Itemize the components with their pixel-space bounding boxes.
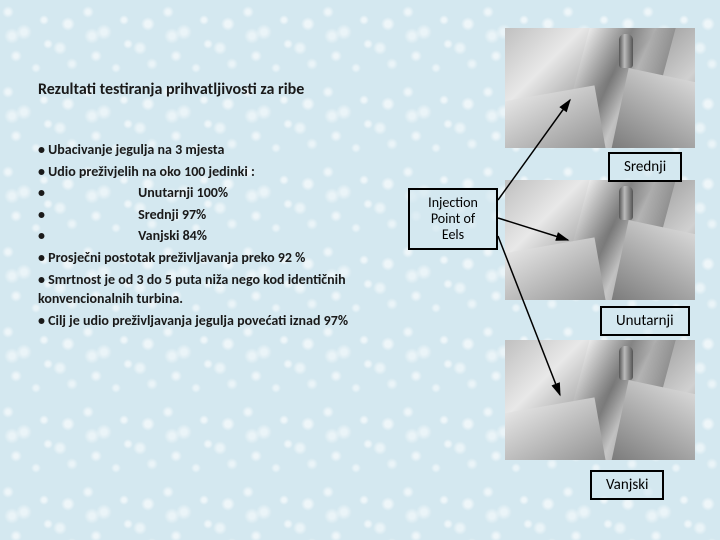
injection-box: Injection Point of Eels [408,188,498,250]
bullet-value: Unutarnji 100% [48,184,228,201]
bullet-item: • Cilj je udio preživljavanja jegulja po… [38,311,398,331]
bullet-item: • Vanjski 84% [38,226,398,246]
injection-line: Eels [428,227,478,243]
injection-line: Point of [428,211,478,227]
bullet-item: • Prosječni postotak preživljavanja prek… [38,248,398,268]
slide-title: Rezultati testiranja prihvatljivosti za … [38,80,368,100]
bullet-value: Srednji 97% [48,206,206,223]
injection-line: Injection [428,195,478,211]
bullet-item: • Udio preživjelih na oko 100 jedinki : [38,162,398,182]
bullet-item: • Unutarnji 100% [38,183,398,203]
bullet-item: • Ubacivanje jegulja na 3 mjesta [38,140,398,160]
bullet-marker: • [38,206,45,223]
bullet-marker: • [38,227,45,244]
bullet-item: • Smrtnost je od 3 do 5 puta niža nego k… [38,270,398,309]
label-srednji: Srednji [608,152,682,182]
turbine-image-bottom [505,340,695,460]
bullet-item: • Srednji 97% [38,205,398,225]
turbine-image-middle [505,180,695,300]
bullet-list: • Ubacivanje jegulja na 3 mjesta • Udio … [38,140,398,332]
bullet-value: Vanjski 84% [48,227,207,244]
bullet-marker: • [38,184,45,201]
label-vanjski: Vanjski [590,470,664,500]
turbine-image-top [505,28,695,148]
label-unutarnji: Unutarnji [600,306,690,336]
